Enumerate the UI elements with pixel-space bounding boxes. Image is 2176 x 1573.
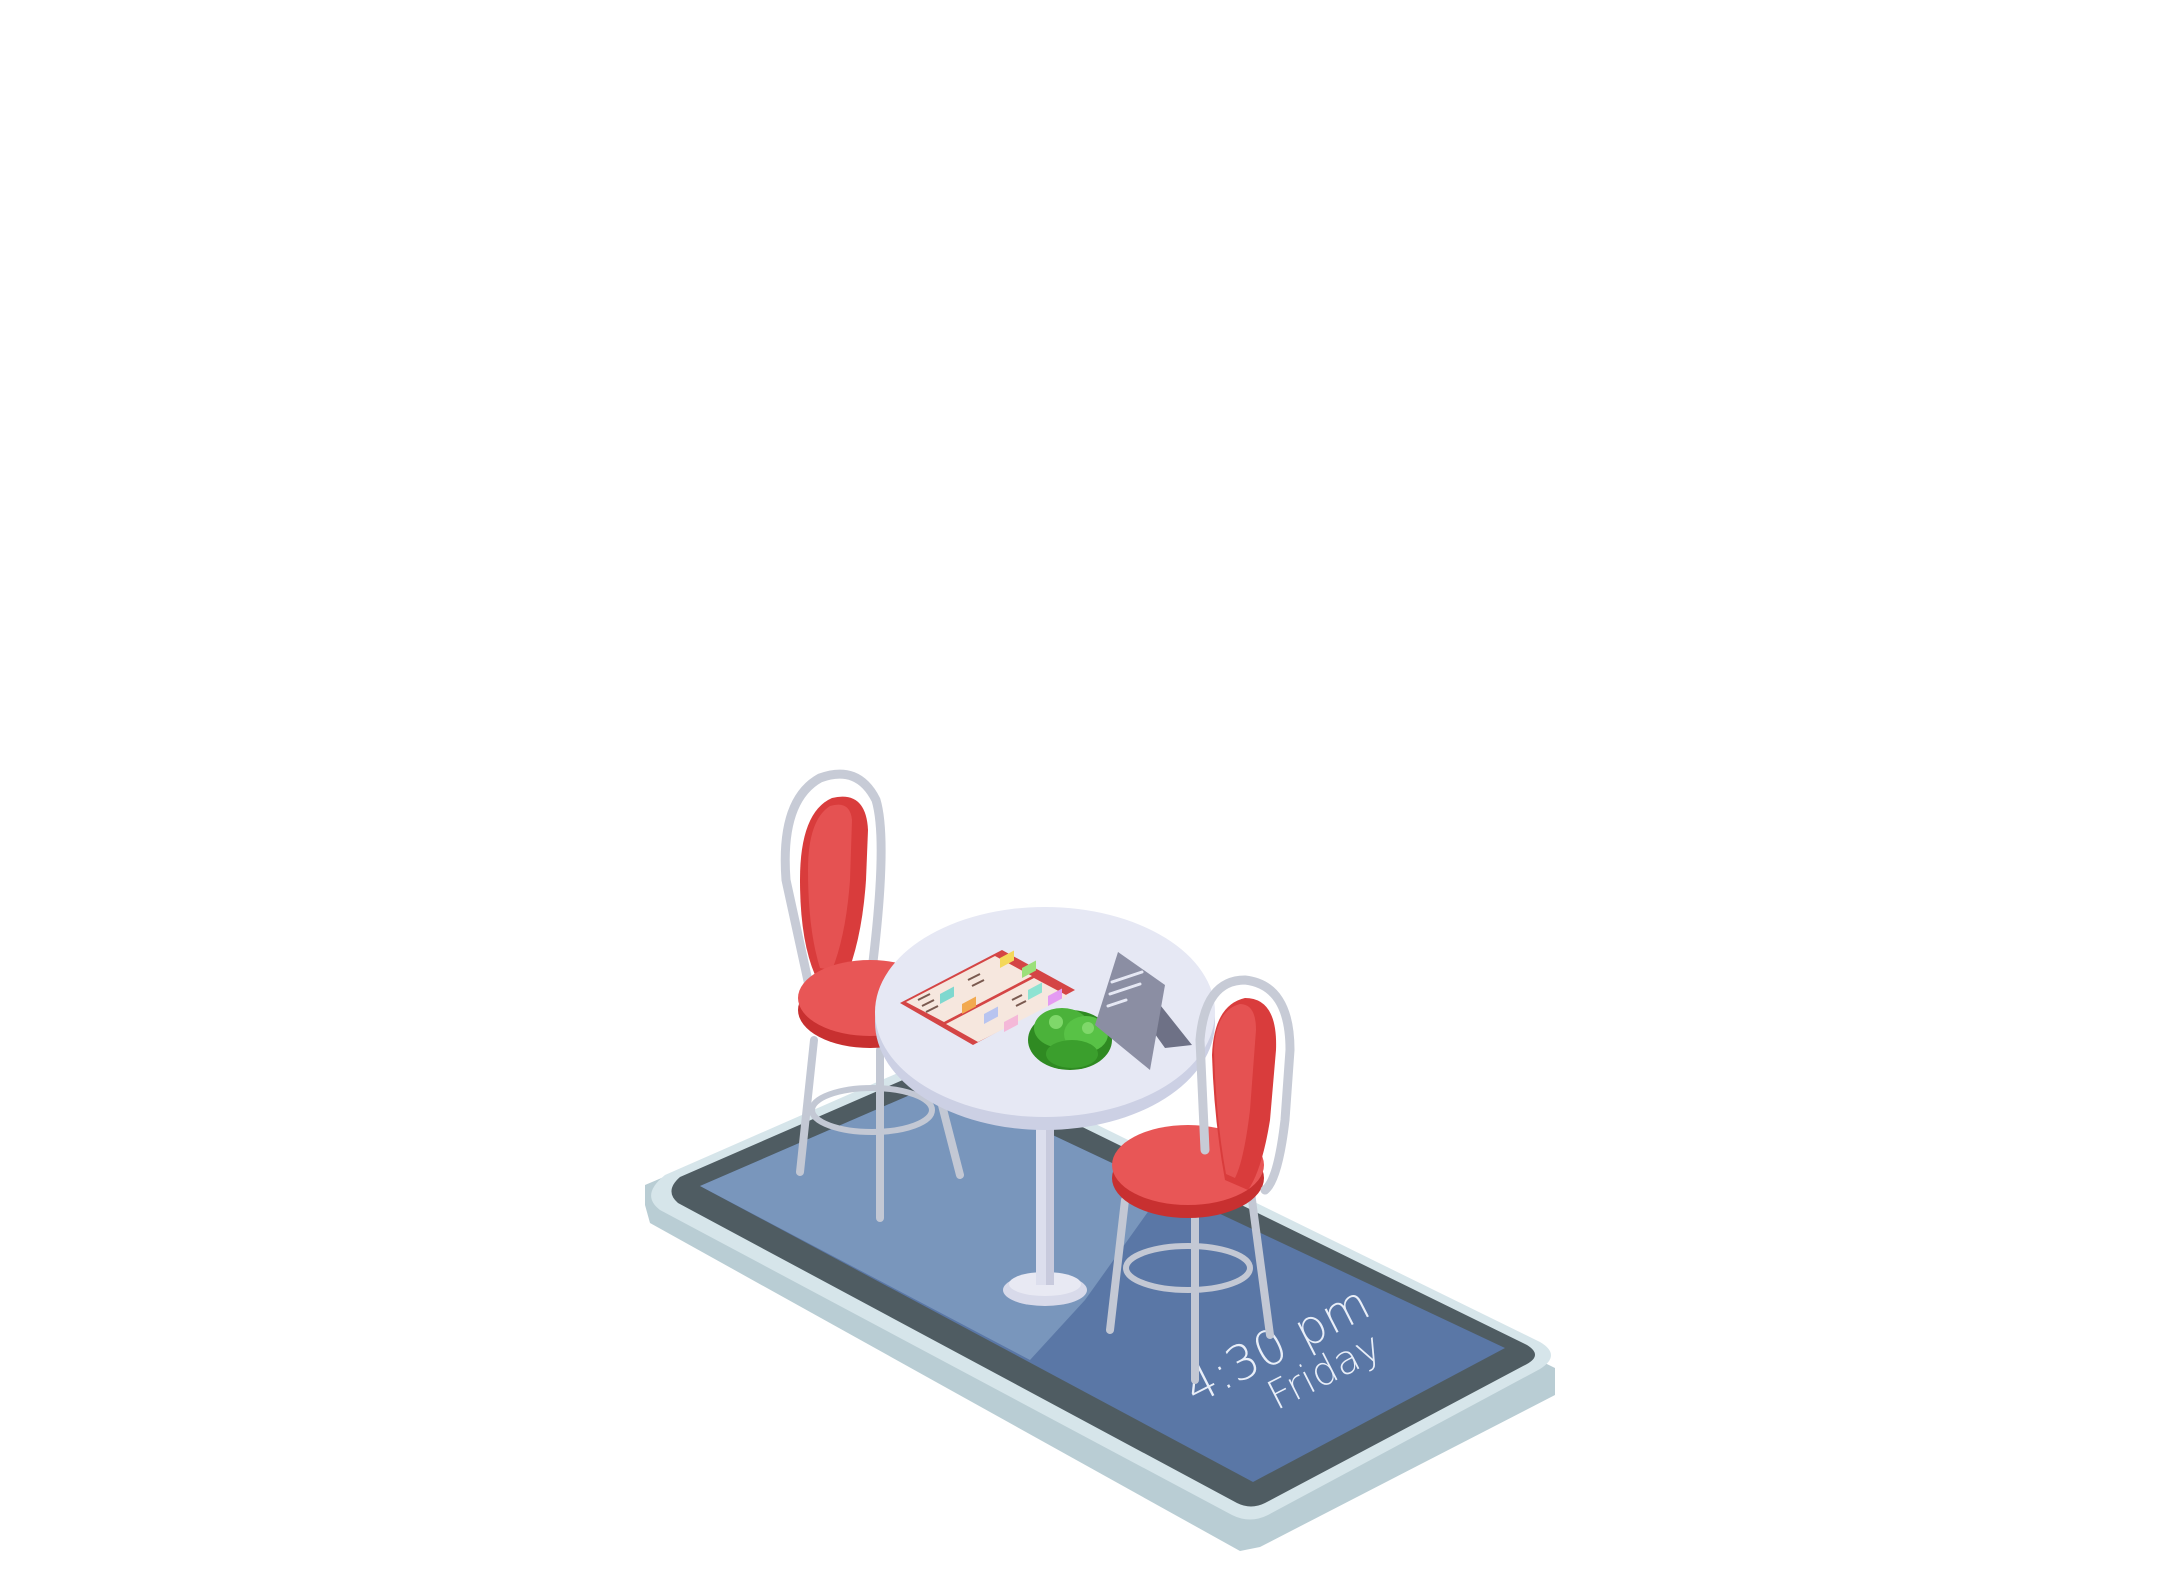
plant-highlight: [1082, 1022, 1094, 1034]
chair-right-legs: [1106, 1181, 1274, 1384]
menu-tile: [1000, 950, 1014, 968]
table-tent-sign-icon: [1095, 952, 1192, 1070]
chair-right-back-frame: [1195, 975, 1295, 1195]
chair-left-back-highlight: [808, 804, 852, 970]
menu-tile: [1004, 1014, 1018, 1032]
table-top: [875, 907, 1215, 1117]
cafe-chair-icon: [1106, 975, 1295, 1384]
menu-tile: [962, 996, 976, 1014]
smartphone-icon: 4:30 pm Friday: [645, 1054, 1555, 1551]
menu-tile: [1022, 960, 1036, 978]
menu-tile: [1028, 982, 1042, 1000]
chair-left-back-frame: [780, 769, 886, 995]
menu-tile: [940, 986, 954, 1004]
chair-right-back-highlight: [1214, 1004, 1256, 1178]
menu-text-lines: [917, 973, 1027, 1013]
menu-tile: [984, 1006, 998, 1024]
sign-lines: [1106, 970, 1144, 1008]
chair-left-ring: [809, 1085, 935, 1135]
plant-highlight: [1049, 1015, 1063, 1029]
plant-leaves: [1046, 1040, 1098, 1068]
menu-tile: [1048, 988, 1062, 1006]
table-stem-shade: [1046, 1080, 1054, 1285]
open-menu-icon: [900, 950, 1075, 1045]
chair-right-ring: [1123, 1243, 1253, 1293]
